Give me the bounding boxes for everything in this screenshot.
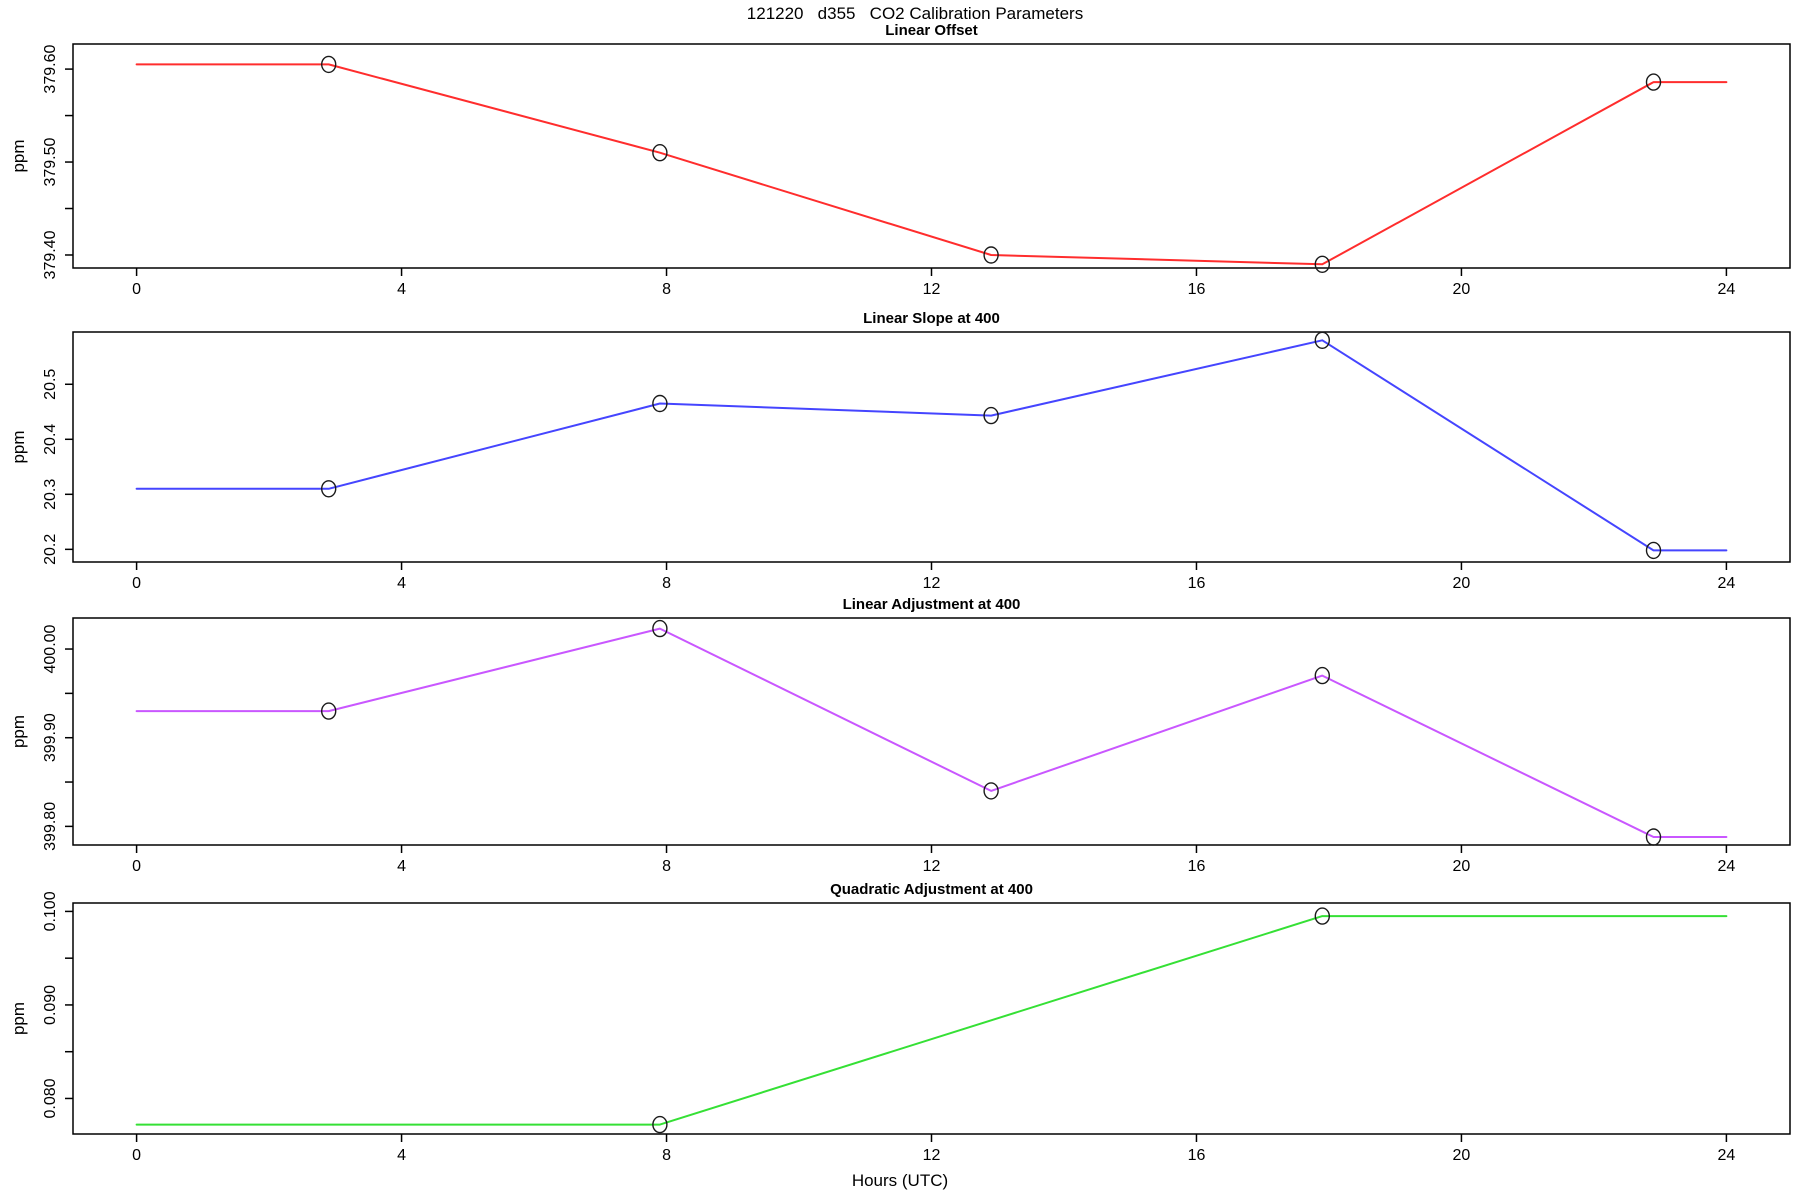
x-tick-label: 12 [923, 575, 941, 592]
data-point-marker [321, 702, 337, 720]
data-point-marker [1645, 828, 1662, 846]
data-point-marker [983, 782, 999, 800]
figure-title: 121220 d355 CO2 Calibration Parameters [747, 4, 1083, 23]
y-tick-label: 399.90 [42, 713, 59, 762]
series-line [135, 339, 1728, 552]
data-point-marker [1314, 666, 1331, 685]
x-tick-label: 0 [132, 858, 141, 875]
x-tick-label: 0 [132, 1147, 141, 1164]
plot-box [72, 43, 1791, 269]
x-tick-label: 16 [1188, 858, 1206, 875]
panel-linear-slope-at-400: Linear Slope at 400 20.2 20.3 20.4 20.5 ppm 0 4… [9, 310, 1791, 592]
x-tick-label: 12 [923, 1147, 941, 1164]
x-tick-label: 24 [1718, 858, 1736, 875]
panels: Linear Offset 379.40 379.50 379.60 ppm 0 4 8 12 1… [9, 22, 1791, 1164]
data-point-marker [652, 619, 668, 638]
panel-title: Linear Slope at 400 [863, 310, 1000, 327]
data-point-marker [1314, 331, 1331, 349]
x-tick-label: 24 [1718, 281, 1736, 298]
y-axis-label: ppm [9, 1002, 28, 1035]
x-tick-label: 4 [397, 858, 406, 875]
y-tick-label: 379.50 [42, 137, 59, 186]
panel-title: Linear Adjustment at 400 [843, 596, 1021, 613]
data-point-marker [652, 394, 668, 413]
x-tick-label: 16 [1188, 1147, 1206, 1164]
x-tick-label: 20 [1453, 281, 1471, 298]
y-tick-label: 0.090 [42, 985, 59, 1025]
x-tick-label: 8 [662, 858, 671, 875]
x-tick-label: 20 [1453, 858, 1471, 875]
panel-quadratic-adjustment-at-400: Quadratic Adjustment at 400 0.080 0.090 0.1… [9, 881, 1791, 1164]
y-tick-label: 20.5 [42, 369, 59, 400]
y-tick-label: 20.3 [42, 479, 59, 510]
x-tick-label: 16 [1188, 575, 1206, 592]
panel-linear-adjustment-at-400: Linear Adjustment at 400 399.80 399.90 400.… [9, 596, 1791, 875]
data-point-marker [983, 406, 999, 425]
x-tick-label: 12 [923, 858, 941, 875]
y-axis-label: ppm [9, 715, 28, 748]
x-tick-label: 24 [1718, 1147, 1736, 1164]
x-tick-label: 8 [662, 575, 671, 592]
y-tick-label: 400.00 [42, 624, 59, 673]
y-tick-label: 0.100 [42, 891, 59, 931]
plot-box [72, 617, 1791, 846]
series-line [135, 63, 1728, 266]
x-tick-label: 0 [132, 575, 141, 592]
y-tick-label: 20.2 [42, 534, 59, 565]
x-tick-label: 0 [132, 281, 141, 298]
data-point-marker [983, 246, 999, 264]
data-point-marker [321, 480, 337, 498]
data-point-marker [321, 55, 337, 74]
data-point-marker [652, 1115, 668, 1134]
data-point-marker [1645, 541, 1662, 560]
data-point-marker [1314, 907, 1331, 925]
data-point-marker [1645, 73, 1662, 91]
x-tick-label: 12 [923, 281, 941, 298]
x-tick-label: 24 [1718, 575, 1736, 592]
x-tick-label: 4 [397, 1147, 406, 1164]
plot-box [72, 902, 1791, 1135]
y-axis-label: ppm [9, 139, 28, 172]
data-point-marker [1314, 255, 1331, 273]
series-line [135, 627, 1728, 838]
y-axis-label: ppm [9, 430, 28, 463]
x-tick-label: 8 [662, 281, 671, 298]
x-axis-label: Hours (UTC) [852, 1171, 948, 1190]
x-tick-label: 16 [1188, 281, 1206, 298]
x-tick-label: 4 [397, 575, 406, 592]
panel-title: Quadratic Adjustment at 400 [830, 881, 1033, 898]
y-tick-label: 0.080 [42, 1078, 59, 1118]
y-tick-label: 20.4 [42, 424, 59, 455]
y-tick-label: 379.40 [42, 230, 59, 279]
panel-title: Linear Offset [885, 22, 978, 39]
plot-box [72, 331, 1791, 563]
panel-linear-offset: Linear Offset 379.40 379.50 379.60 ppm 0 4 8 12 1… [9, 22, 1791, 298]
x-tick-label: 4 [397, 281, 406, 298]
y-tick-label: 399.80 [42, 802, 59, 851]
x-tick-label: 20 [1453, 1147, 1471, 1164]
data-point-marker [652, 143, 668, 162]
x-tick-label: 8 [662, 1147, 671, 1164]
series-line [135, 915, 1728, 1126]
y-tick-label: 379.60 [42, 45, 59, 94]
x-tick-label: 20 [1453, 575, 1471, 592]
